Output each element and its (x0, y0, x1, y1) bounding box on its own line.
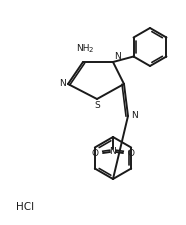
Text: O: O (128, 148, 135, 157)
Text: HCl: HCl (16, 202, 34, 212)
Text: N: N (110, 148, 116, 157)
Text: N: N (131, 112, 138, 121)
Text: O: O (91, 148, 98, 157)
Text: 2: 2 (89, 47, 93, 53)
Text: NH: NH (76, 44, 90, 53)
Text: N: N (114, 52, 121, 61)
Text: N: N (59, 79, 66, 88)
Text: S: S (94, 101, 100, 110)
